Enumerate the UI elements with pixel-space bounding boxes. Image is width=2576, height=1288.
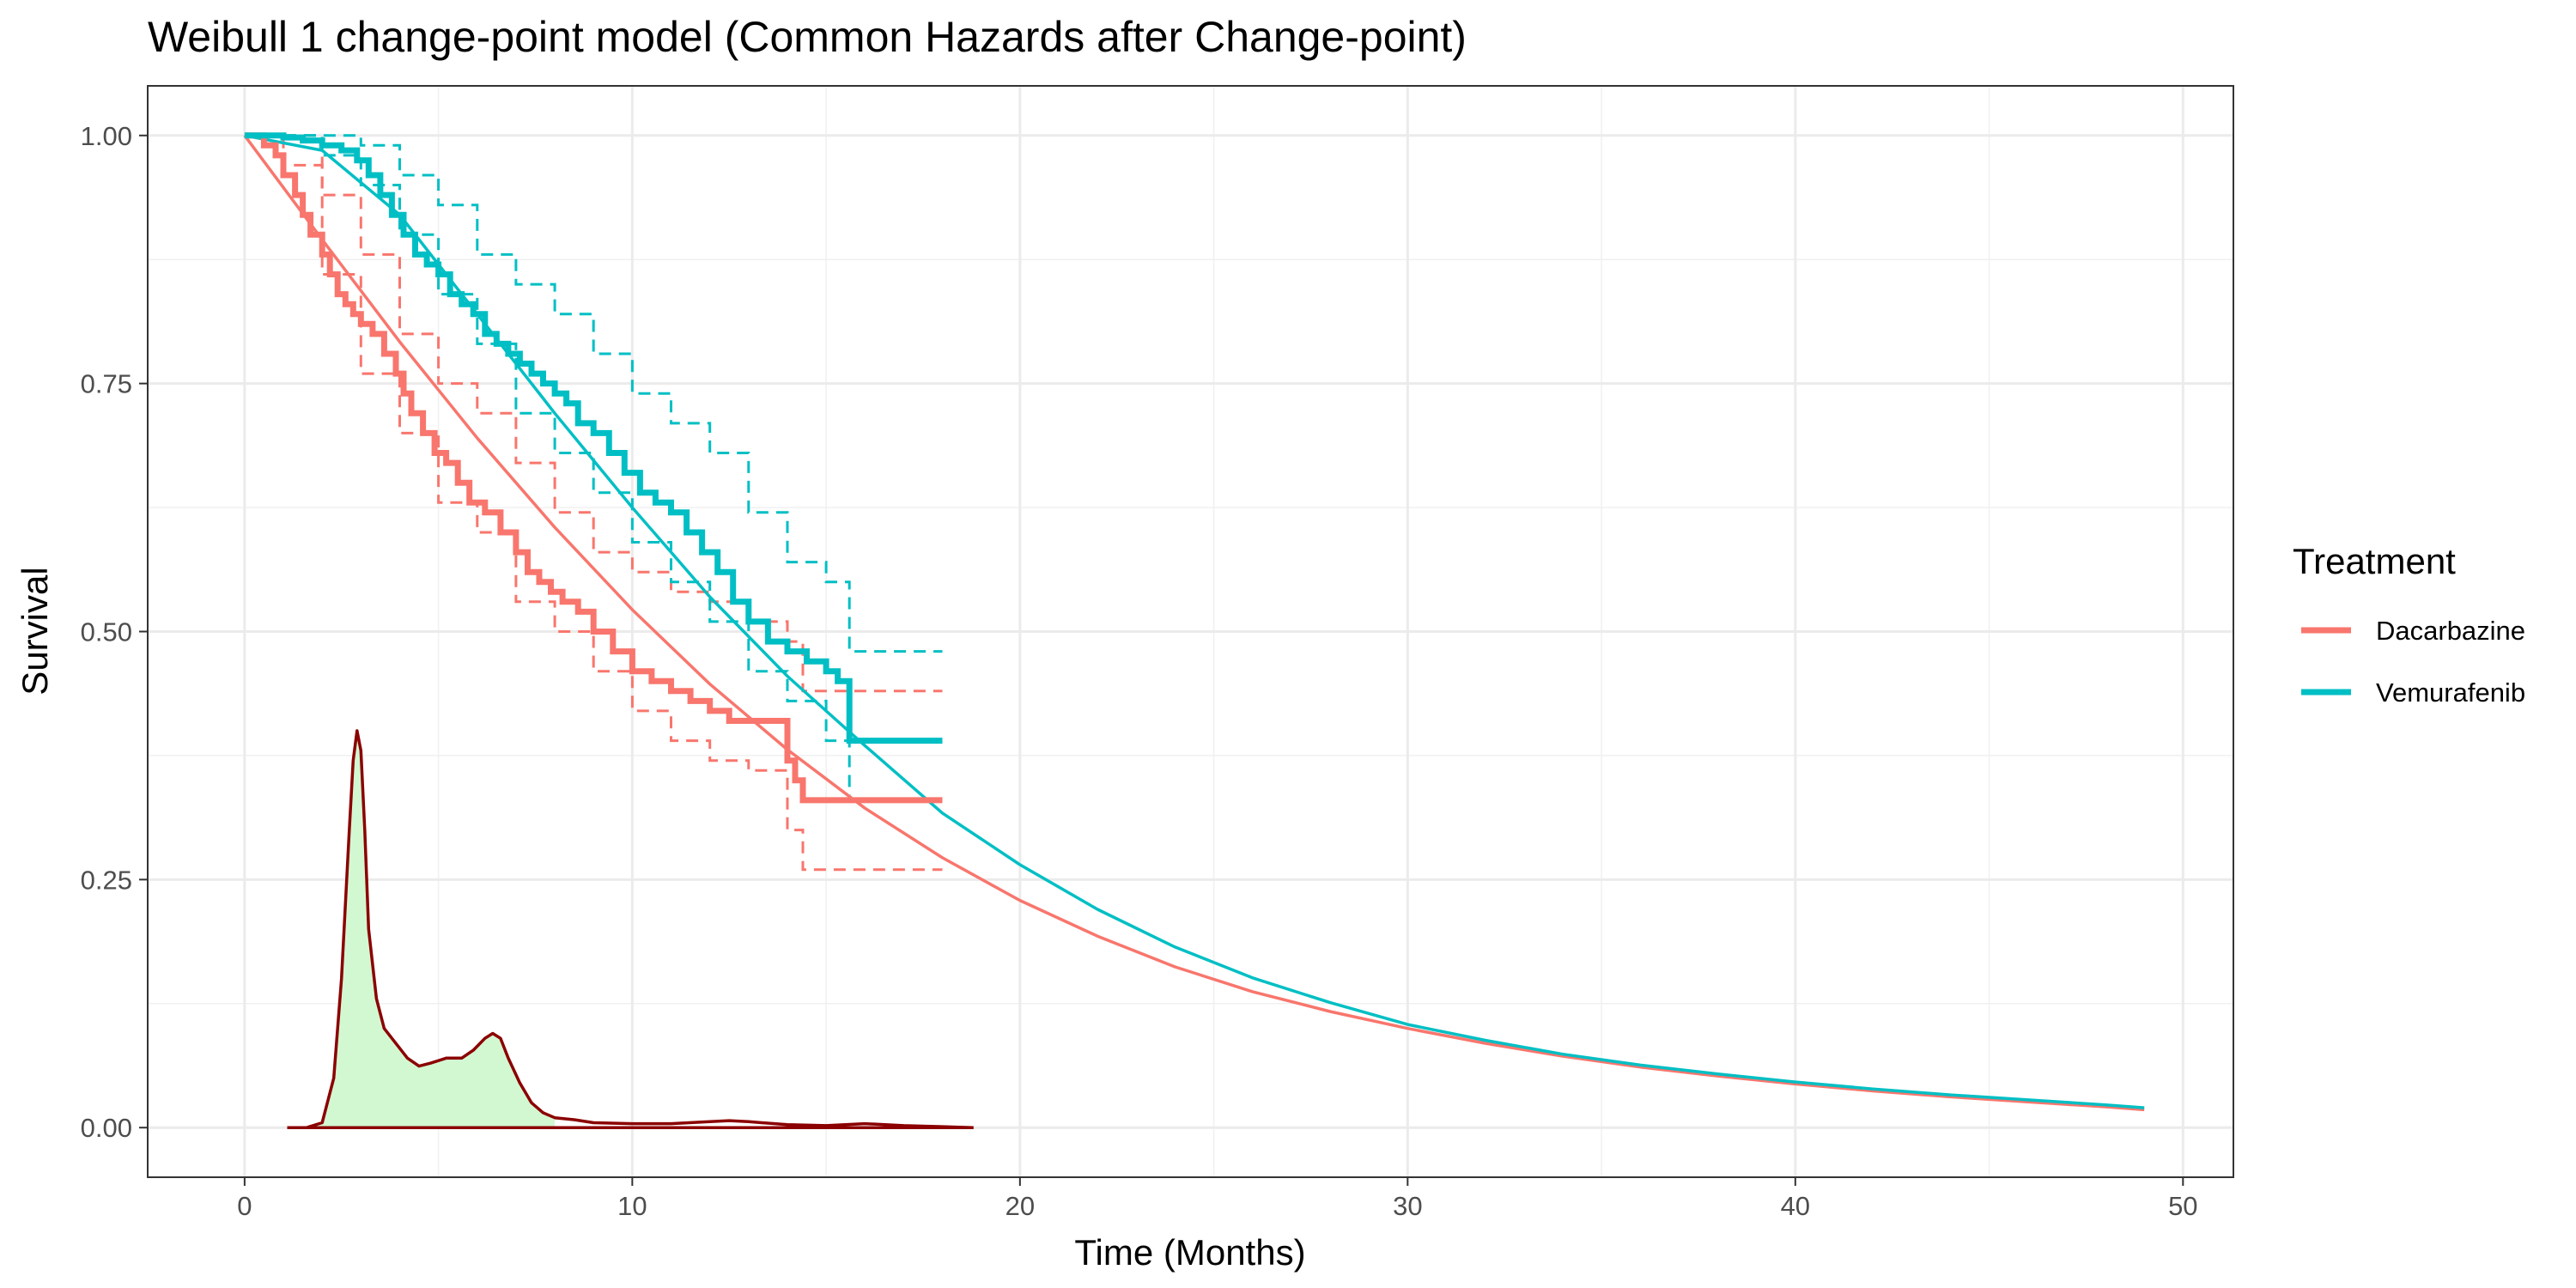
- fitted-curve-vemurafenib: [244, 134, 2145, 1109]
- legend-item-dacarbazine: Dacarbazine: [2301, 616, 2525, 646]
- x-tick-label: 30: [1393, 1191, 1422, 1221]
- x-tick-label: 0: [237, 1191, 252, 1221]
- y-tick-label: 1.00: [81, 121, 132, 151]
- legend-label-dacarbazine: Dacarbazine: [2376, 616, 2525, 646]
- density-curve: [287, 729, 974, 1129]
- x-tick-label: 40: [1781, 1191, 1810, 1221]
- legend-title: Treatment: [2293, 541, 2456, 581]
- gridlines: [148, 86, 2233, 1177]
- kaplan-meier-curves: [244, 132, 943, 804]
- x-tick-label: 50: [2168, 1191, 2197, 1221]
- x-tick-label: 20: [1005, 1191, 1035, 1221]
- km-curve-dacarbazine: [244, 132, 943, 804]
- fitted-curve-dacarbazine: [243, 134, 2145, 1112]
- y-tick-label: 0.00: [81, 1113, 132, 1143]
- legend-label-vemurafenib: Vemurafenib: [2376, 677, 2525, 708]
- y-tick-label: 0.25: [81, 865, 132, 895]
- legend: Treatment Dacarbazine Vemurafenib: [2293, 541, 2525, 708]
- x-axis-title: Time (Months): [1074, 1232, 1305, 1273]
- chart-title: Weibull 1 change-point model (Common Haz…: [148, 13, 1467, 61]
- legend-item-vemurafenib: Vemurafenib: [2301, 677, 2525, 708]
- y-axis-title: Survival: [15, 567, 55, 695]
- y-tick-label: 0.75: [81, 369, 132, 399]
- y-axis-ticks: 0.00 0.25 0.50 0.75 1.00: [81, 121, 148, 1143]
- x-tick-label: 10: [617, 1191, 647, 1221]
- density-fill: [287, 731, 556, 1128]
- km-curve-vemurafenib: [244, 132, 943, 744]
- density-layer: [287, 729, 974, 1129]
- x-axis-ticks: 0 10 20 30 40 50: [237, 1177, 2198, 1221]
- ci-upper-vemurafenib: [244, 134, 943, 653]
- fitted-curves: [243, 134, 2145, 1112]
- y-tick-label: 0.50: [81, 617, 132, 647]
- ci-lower-dacarbazine: [244, 134, 943, 872]
